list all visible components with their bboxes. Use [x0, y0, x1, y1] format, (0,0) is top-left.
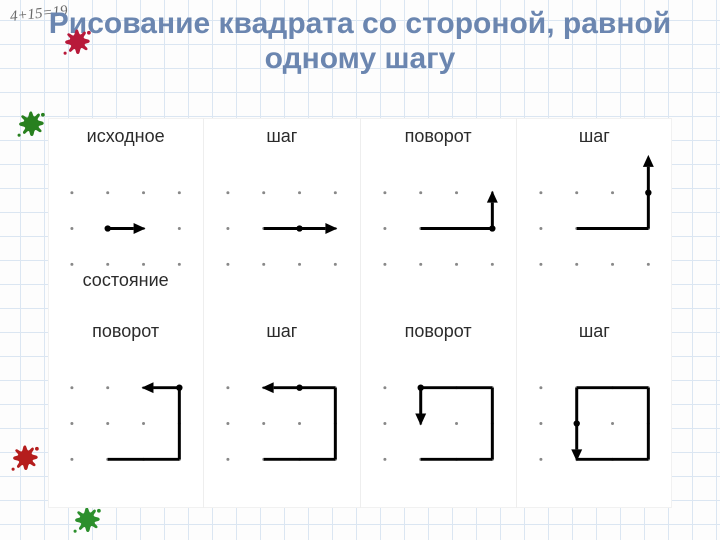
page-title: Рисование квадрата со стороной, равной о… [0, 0, 720, 77]
splat-icon [14, 108, 48, 142]
cell-r1c4: шаг [516, 118, 672, 313]
cell-r1c3: поворот [360, 118, 516, 313]
cell-label: шаг [204, 321, 359, 342]
cell-label: шаг [517, 321, 672, 342]
cell-label: шаг [517, 126, 672, 147]
cell-r1c1: исходное состояние [48, 118, 203, 313]
cell-r2c3: поворот [360, 313, 516, 508]
cell-label: исходное [48, 126, 203, 147]
cell-label: поворот [361, 321, 516, 342]
cell-r2c1: поворот [48, 313, 203, 508]
grid-figure [210, 345, 353, 502]
cell-r2c4: шаг [516, 313, 672, 508]
cell-r1c2: шаг [203, 118, 359, 313]
row-1: исходное состояние шаг поворот шаг [48, 118, 672, 313]
cell-r2c2: шаг [203, 313, 359, 508]
splat-icon [70, 504, 104, 538]
grid-figure [523, 150, 666, 307]
grid-figure [54, 150, 197, 307]
splat-icon [60, 26, 94, 60]
cell-label: поворот [48, 321, 203, 342]
diagram-panel: исходное состояние шаг поворот шаг повор… [48, 118, 672, 508]
grid-figure [367, 150, 510, 307]
cell-label: шаг [204, 126, 359, 147]
grid-figure [210, 150, 353, 307]
grid-figure [523, 345, 666, 502]
grid-figure [367, 345, 510, 502]
cell-label: поворот [361, 126, 516, 147]
grid-figure [54, 345, 197, 502]
row-2: поворот шаг поворот шаг [48, 313, 672, 508]
splat-icon [8, 442, 42, 476]
